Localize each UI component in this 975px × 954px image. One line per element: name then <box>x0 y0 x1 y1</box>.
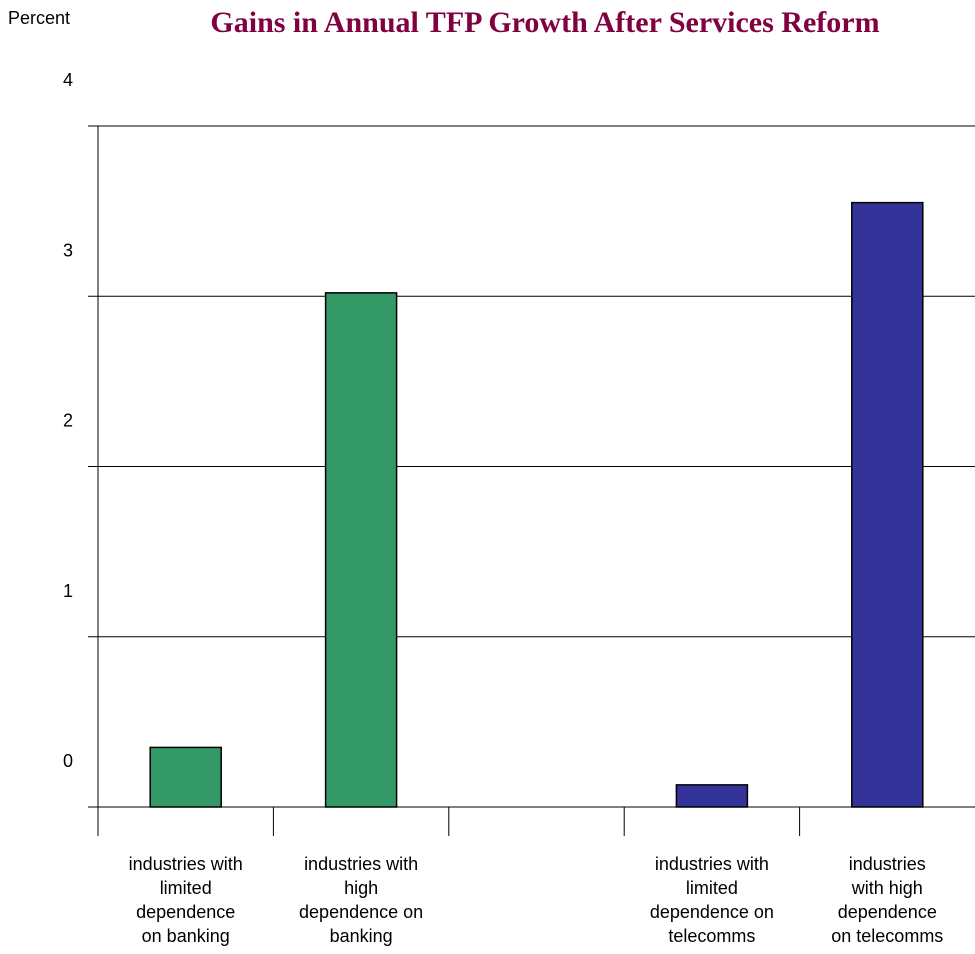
y-tick-label: 4 <box>63 70 73 90</box>
category-label: dependence <box>838 902 937 922</box>
y-tick-labels: 0 1 2 3 4 <box>63 70 73 771</box>
y-tick-label: 3 <box>63 240 73 260</box>
y-axis-label: Percent <box>8 8 70 28</box>
category-label: with high <box>851 878 923 898</box>
category-label: telecomms <box>668 926 755 946</box>
category-labels: industries with limited dependence on banki… <box>129 854 944 946</box>
category-label: banking <box>330 926 393 946</box>
y-tick-label: 0 <box>63 751 73 771</box>
category-label: industries with <box>655 854 769 874</box>
category-label: dependence on <box>299 902 423 922</box>
chart-title: Gains in Annual TFP Growth After Service… <box>210 6 879 39</box>
bars <box>149 201 924 808</box>
bar <box>149 746 222 808</box>
category-label: on banking <box>142 926 230 946</box>
category-label: industries with <box>304 854 418 874</box>
category-label: high <box>344 878 378 898</box>
y-tick-label: 2 <box>63 411 73 431</box>
category-label: limited <box>160 878 212 898</box>
category-label: limited <box>686 878 738 898</box>
bar <box>851 201 924 808</box>
category-label: dependence <box>136 902 235 922</box>
category-label: industries with <box>129 854 243 874</box>
category-label: industries <box>849 854 926 874</box>
y-tick-label: 1 <box>63 581 73 601</box>
x-axis <box>272 807 801 836</box>
bar <box>324 292 398 808</box>
category-label: dependence on <box>650 902 774 922</box>
gridlines <box>88 125 975 836</box>
category-label: on telecomms <box>831 926 943 946</box>
bar <box>675 784 749 808</box>
